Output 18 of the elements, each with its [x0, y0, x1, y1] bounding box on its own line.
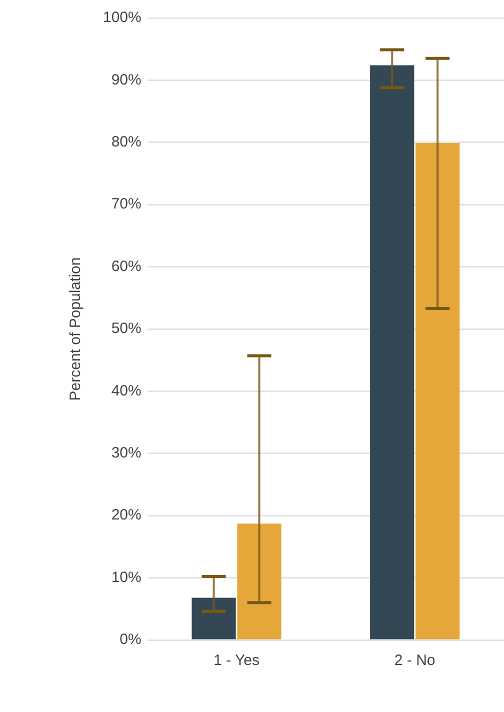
x-tick-label: 2 - No: [394, 652, 436, 670]
bar: [192, 598, 236, 640]
y-tick-label: 40%: [111, 382, 142, 400]
y-tick-label: 50%: [111, 320, 142, 338]
y-tick-label: 60%: [111, 258, 142, 275]
bar: [237, 524, 282, 640]
y-tick-label: 90%: [111, 71, 142, 88]
bar: [416, 143, 460, 640]
y-tick-label: 100%: [102, 9, 142, 26]
y-tick-label: 80%: [111, 134, 142, 151]
y-tick-label: 70%: [111, 196, 142, 213]
x-tick-label: 1 - Yes: [214, 652, 260, 670]
y-tick-label: 20%: [111, 506, 142, 524]
y-tick-label: 0%: [120, 631, 142, 648]
y-axis-title: Percent of Population: [67, 257, 84, 401]
bar: [370, 65, 414, 640]
y-tick-label: 30%: [111, 444, 142, 462]
y-tick-label: 10%: [111, 568, 142, 586]
